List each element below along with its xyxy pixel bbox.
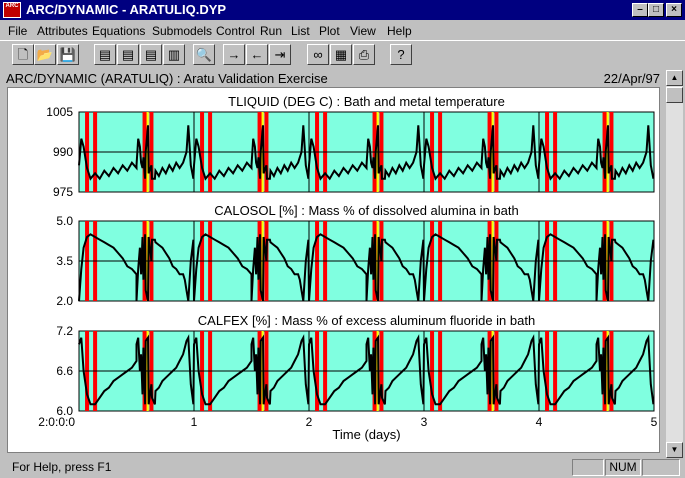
help-pointer-button[interactable]: ?: [390, 44, 412, 65]
step-button[interactable]: ⇥: [269, 44, 291, 65]
y-tick-label: 7.2: [56, 324, 73, 338]
forward-arrow-icon: →: [227, 47, 241, 62]
y-tick-label: 6.6: [56, 364, 73, 378]
attributes-button[interactable]: ▤: [94, 44, 116, 65]
y-tick-label: 1005: [46, 105, 73, 119]
x-tick-label: 1: [191, 415, 198, 429]
zoom-button[interactable]: 🔍: [193, 44, 215, 65]
series-line: [78, 233, 655, 302]
glasses-icon: ∞: [313, 47, 323, 62]
chart-title: TLIQUID (DEG C) : Bath and metal tempera…: [228, 94, 505, 109]
menu-file[interactable]: File: [8, 24, 28, 38]
x-axis-label: Time (days): [332, 427, 400, 442]
status-panel-extra: [642, 459, 680, 476]
plot-area: TLIQUID (DEG C) : Bath and metal tempera…: [7, 87, 660, 453]
document-title: ARC/DYNAMIC (ARATULIQ) : Aratu Validatio…: [6, 71, 328, 86]
status-panel-empty: [572, 459, 604, 476]
toolbar: 🗋 📂 💾 ▤ ▤ ▤ ▥ 🔍 → ← ⇥ ∞ ▦ ⎙?: [0, 40, 685, 71]
calculator-button[interactable]: ▦: [330, 44, 352, 65]
plots-svg: TLIQUID (DEG C) : Bath and metal tempera…: [38, 94, 658, 442]
menu-attributes[interactable]: Attributes: [37, 24, 88, 38]
y-tick-label: 6.0: [56, 404, 73, 418]
scroll-down-button[interactable]: ▼: [666, 442, 683, 458]
minimize-button[interactable]: –: [632, 3, 648, 17]
attributes-icon: ▤: [98, 47, 112, 62]
y-tick-label: 2.0: [56, 294, 73, 308]
menu-list[interactable]: List: [291, 24, 310, 38]
y-tick-label: 5.0: [56, 214, 73, 228]
save-icon: 💾: [59, 47, 77, 62]
x-tick-label: 2:0:0:0: [38, 415, 75, 429]
scroll-up-button[interactable]: ▲: [666, 70, 683, 86]
vertical-scrollbar[interactable]: ▲ ▼: [666, 70, 683, 458]
series-line: [78, 334, 655, 406]
glasses-button[interactable]: ∞: [307, 44, 329, 65]
menu-equations[interactable]: Equations: [92, 24, 146, 38]
status-bar: For Help, press F1 NUM: [0, 458, 685, 478]
back-arrow-icon: ←: [250, 47, 264, 62]
save-button[interactable]: 💾: [57, 44, 79, 65]
series-line: [78, 125, 655, 181]
document-header: ARC/DYNAMIC (ARATULIQ) : Aratu Validatio…: [6, 70, 660, 87]
scroll-thumb[interactable]: [666, 87, 683, 103]
y-tick-label: 975: [53, 185, 73, 199]
menu-submodels[interactable]: Submodels: [152, 24, 213, 38]
submodels-icon: ▤: [144, 47, 158, 62]
status-num: NUM: [605, 459, 641, 476]
back-arrow-button[interactable]: ←: [246, 44, 268, 65]
close-button[interactable]: ×: [666, 3, 682, 17]
app-icon[interactable]: ARC: [3, 2, 21, 18]
submodels-button[interactable]: ▤: [140, 44, 162, 65]
menu-plot[interactable]: Plot: [319, 24, 340, 38]
window-title: ARC/DYNAMIC - ARATULIQ.DYP: [26, 2, 227, 17]
forward-arrow-button[interactable]: →: [223, 44, 245, 65]
menu-bar: File Attributes Equations Submodels Cont…: [0, 21, 685, 40]
zoom-icon: 🔍: [195, 47, 213, 62]
new-button[interactable]: 🗋: [12, 44, 34, 65]
open-icon: 📂: [36, 47, 54, 62]
y-tick-label: 990: [53, 145, 73, 159]
title-bar: ARC ARC/DYNAMIC - ARATULIQ.DYP – □ ×: [0, 0, 685, 20]
x-tick-label: 3: [421, 415, 428, 429]
x-tick-label: 5: [651, 415, 658, 429]
chart-title: CALOSOL [%] : Mass % of dissolved alumin…: [214, 203, 518, 218]
y-tick-label: 3.5: [56, 254, 73, 268]
equations-icon: ▤: [121, 47, 135, 62]
print-icon: ⎙: [358, 47, 370, 62]
calculator-icon: ▦: [334, 47, 348, 62]
chart-title: CALFEX [%] : Mass % of excess aluminum f…: [198, 313, 535, 328]
menu-run[interactable]: Run: [260, 24, 283, 38]
open-button[interactable]: 📂: [34, 44, 56, 65]
control-button[interactable]: ▥: [163, 44, 185, 65]
menu-control[interactable]: Control: [216, 24, 255, 38]
status-help-text: For Help, press F1: [12, 460, 112, 474]
control-icon: ▥: [167, 47, 181, 62]
equations-button[interactable]: ▤: [117, 44, 139, 65]
print-button[interactable]: ⎙: [353, 44, 375, 65]
step-icon: ⇥: [274, 47, 286, 62]
maximize-button[interactable]: □: [648, 3, 664, 17]
x-tick-label: 2: [306, 415, 313, 429]
help-pointer-icon: ?: [397, 47, 405, 62]
menu-view[interactable]: View: [350, 24, 376, 38]
x-tick-label: 4: [536, 415, 543, 429]
document-date: 22/Apr/97: [603, 71, 660, 86]
new-icon: 🗋: [17, 47, 29, 62]
menu-help[interactable]: Help: [387, 24, 412, 38]
